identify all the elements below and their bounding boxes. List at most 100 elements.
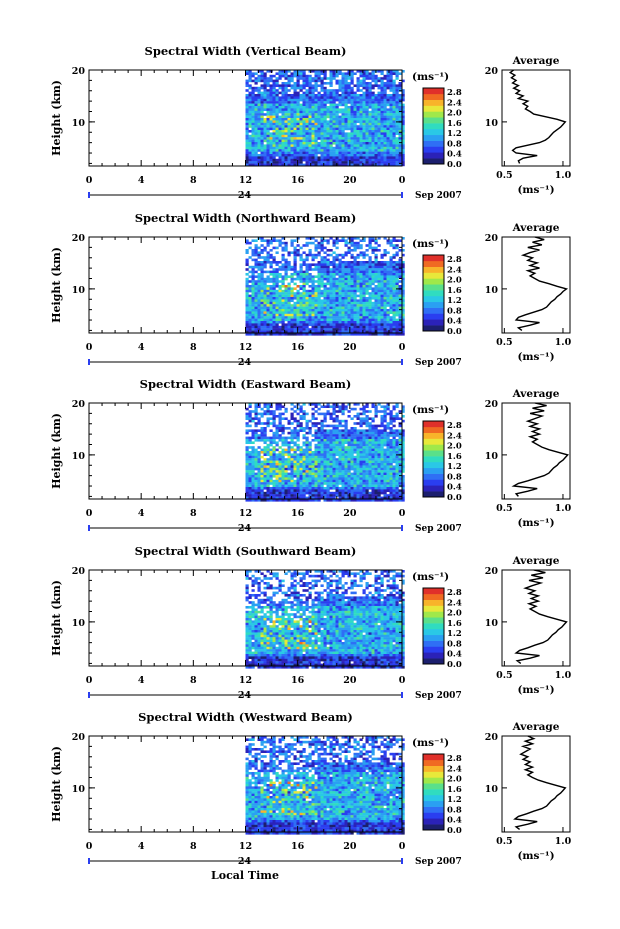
heatmap-cell (263, 258, 267, 262)
heatmap-cell (245, 328, 249, 331)
heatmap-cell (356, 70, 360, 73)
heatmap-cell (326, 453, 330, 456)
heatmap-cell (338, 163, 342, 167)
heatmap-cell (257, 237, 261, 240)
heatmap-cell (269, 491, 273, 495)
heatmap-cell (392, 156, 396, 159)
heatmap-cell (350, 282, 354, 286)
heatmap-cell (386, 72, 390, 75)
heatmap-cell (323, 405, 327, 408)
colorbar-tick-label: 0.4 (447, 150, 462, 160)
heatmap-cell (287, 306, 291, 310)
heatmap-cell (278, 132, 282, 135)
heatmap-cell (317, 158, 321, 162)
heatmap-cell (278, 477, 282, 480)
heatmap-cell (266, 287, 270, 290)
heatmap-cell (329, 465, 333, 468)
heatmap-cell (386, 70, 390, 73)
heatmap-cell (287, 325, 291, 329)
heatmap-cell (302, 482, 306, 485)
heatmap-cell (383, 74, 387, 78)
heatmap-cell (254, 407, 258, 411)
heatmap-cell (314, 161, 318, 164)
heatmap-cell (284, 479, 288, 483)
heatmap-cell (392, 239, 396, 242)
heatmap-cell (326, 429, 330, 432)
heatmap-cell (284, 285, 288, 288)
heatmap-cell (362, 120, 366, 123)
heatmap-cell (317, 280, 321, 283)
heatmap-cell (251, 453, 255, 456)
heatmap-cell (257, 86, 261, 90)
heatmap-cell (359, 108, 363, 111)
heatmap-cell (266, 484, 270, 488)
heatmap-cell (320, 163, 324, 167)
heatmap-cell (380, 110, 384, 114)
heatmap-cell (371, 161, 375, 164)
heatmap-cell (299, 455, 303, 459)
heatmap-cell (338, 161, 342, 164)
heatmap-cell (251, 108, 255, 111)
heatmap-cell (311, 113, 315, 116)
heatmap-cell (281, 256, 285, 259)
heatmap-cell (272, 439, 276, 442)
heatmap-cell (359, 156, 363, 159)
heatmap-cell (263, 146, 267, 150)
heatmap-cell (326, 287, 330, 290)
heatmap-cell (362, 263, 366, 266)
heatmap-cell (248, 101, 252, 104)
heatmap-cell (395, 244, 399, 247)
heatmap-cell (383, 328, 387, 331)
heatmap-cell (278, 156, 282, 159)
heatmap-cell (374, 98, 378, 102)
heatmap-cell (350, 158, 354, 162)
heatmap-cell (284, 244, 288, 247)
heatmap-cell (344, 98, 348, 102)
heatmap-cell (293, 436, 297, 440)
heatmap-cell (272, 120, 276, 123)
heatmap-cell (362, 77, 366, 80)
heatmap-cell (383, 237, 387, 240)
heatmap-cell (323, 289, 327, 293)
heatmap-cell (314, 115, 318, 119)
heatmap-cell (356, 306, 360, 310)
heatmap-cell (305, 297, 309, 300)
heatmap-cell (275, 403, 279, 406)
colorbar-swatch (423, 158, 444, 165)
heatmap-cell (344, 275, 348, 278)
heatmap-cell (305, 475, 309, 478)
heatmap-cell (368, 306, 372, 310)
heatmap-cell (245, 453, 249, 456)
heatmap-cell (380, 142, 384, 145)
heatmap-cell (305, 130, 309, 133)
heatmap-cell (260, 154, 264, 157)
heatmap-cell (365, 261, 369, 264)
heatmap-cell (302, 106, 306, 109)
heatmap-cell (296, 106, 300, 109)
heatmap-cell (287, 299, 291, 302)
heatmap-cell (395, 321, 399, 324)
heatmap-cell (302, 318, 306, 322)
heatmap-cell (245, 96, 249, 99)
heatmap-cell (344, 313, 348, 317)
heatmap-cell (272, 415, 276, 418)
heatmap-cell (380, 84, 384, 87)
heatmap-cell (329, 313, 333, 317)
heatmap-cell (329, 285, 333, 288)
heatmap-cell (299, 154, 303, 157)
heatmap-cell (251, 434, 255, 437)
heatmap-cell (263, 451, 267, 454)
heatmap-cell (386, 98, 390, 102)
heatmap-cell (266, 318, 270, 322)
heatmap-cell (302, 244, 306, 247)
heatmap-cell (248, 323, 252, 326)
heatmap-cell (290, 491, 294, 495)
heatmap-cell (347, 265, 351, 269)
heatmap-cell (305, 103, 309, 107)
heatmap-cell (263, 161, 267, 164)
heatmap-cell (371, 84, 375, 87)
heatmap-cell (299, 405, 303, 408)
heatmap-cell (362, 94, 366, 97)
heatmap-cell (344, 82, 348, 85)
heatmap-cell (353, 244, 357, 247)
